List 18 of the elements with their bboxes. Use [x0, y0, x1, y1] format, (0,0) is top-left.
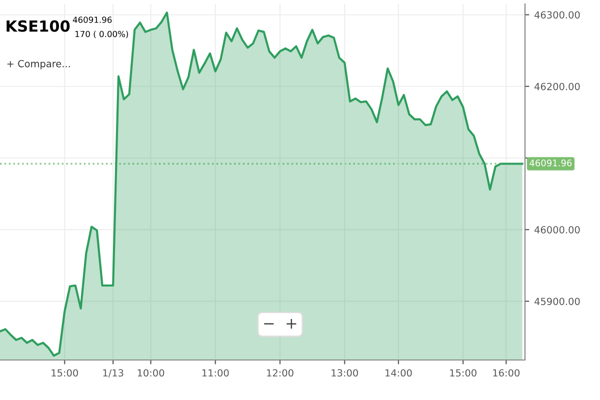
text: 46091.96 170 ( 0.00%): [72, 16, 128, 38]
y-tick-label: 46200.00: [534, 82, 580, 90]
text: KSE100: [6, 20, 70, 32]
annotation: − +: [264, 319, 296, 329]
x-tick-label: 14:00: [386, 369, 412, 377]
x-tick-label: 1/13: [103, 369, 124, 378]
y-tick-label: 45900.00: [534, 298, 580, 306]
x-tick-label: 15:00: [450, 369, 476, 377]
x-tick-label: 11:00: [202, 369, 229, 377]
annotation: + Compare...: [7, 60, 70, 70]
x-tick-label: 15:00: [52, 369, 78, 377]
ref-line-label: 46091.96: [530, 160, 572, 166]
y-tick-label: 46300.00: [534, 11, 580, 19]
x-tick-label: 16:00: [493, 369, 520, 377]
y-tick-label: 46000.00: [534, 226, 580, 234]
x-tick-label: 10:00: [138, 369, 164, 377]
x-tick-label: 13:00: [332, 369, 358, 377]
x-tick-label: 12:00: [267, 369, 294, 377]
